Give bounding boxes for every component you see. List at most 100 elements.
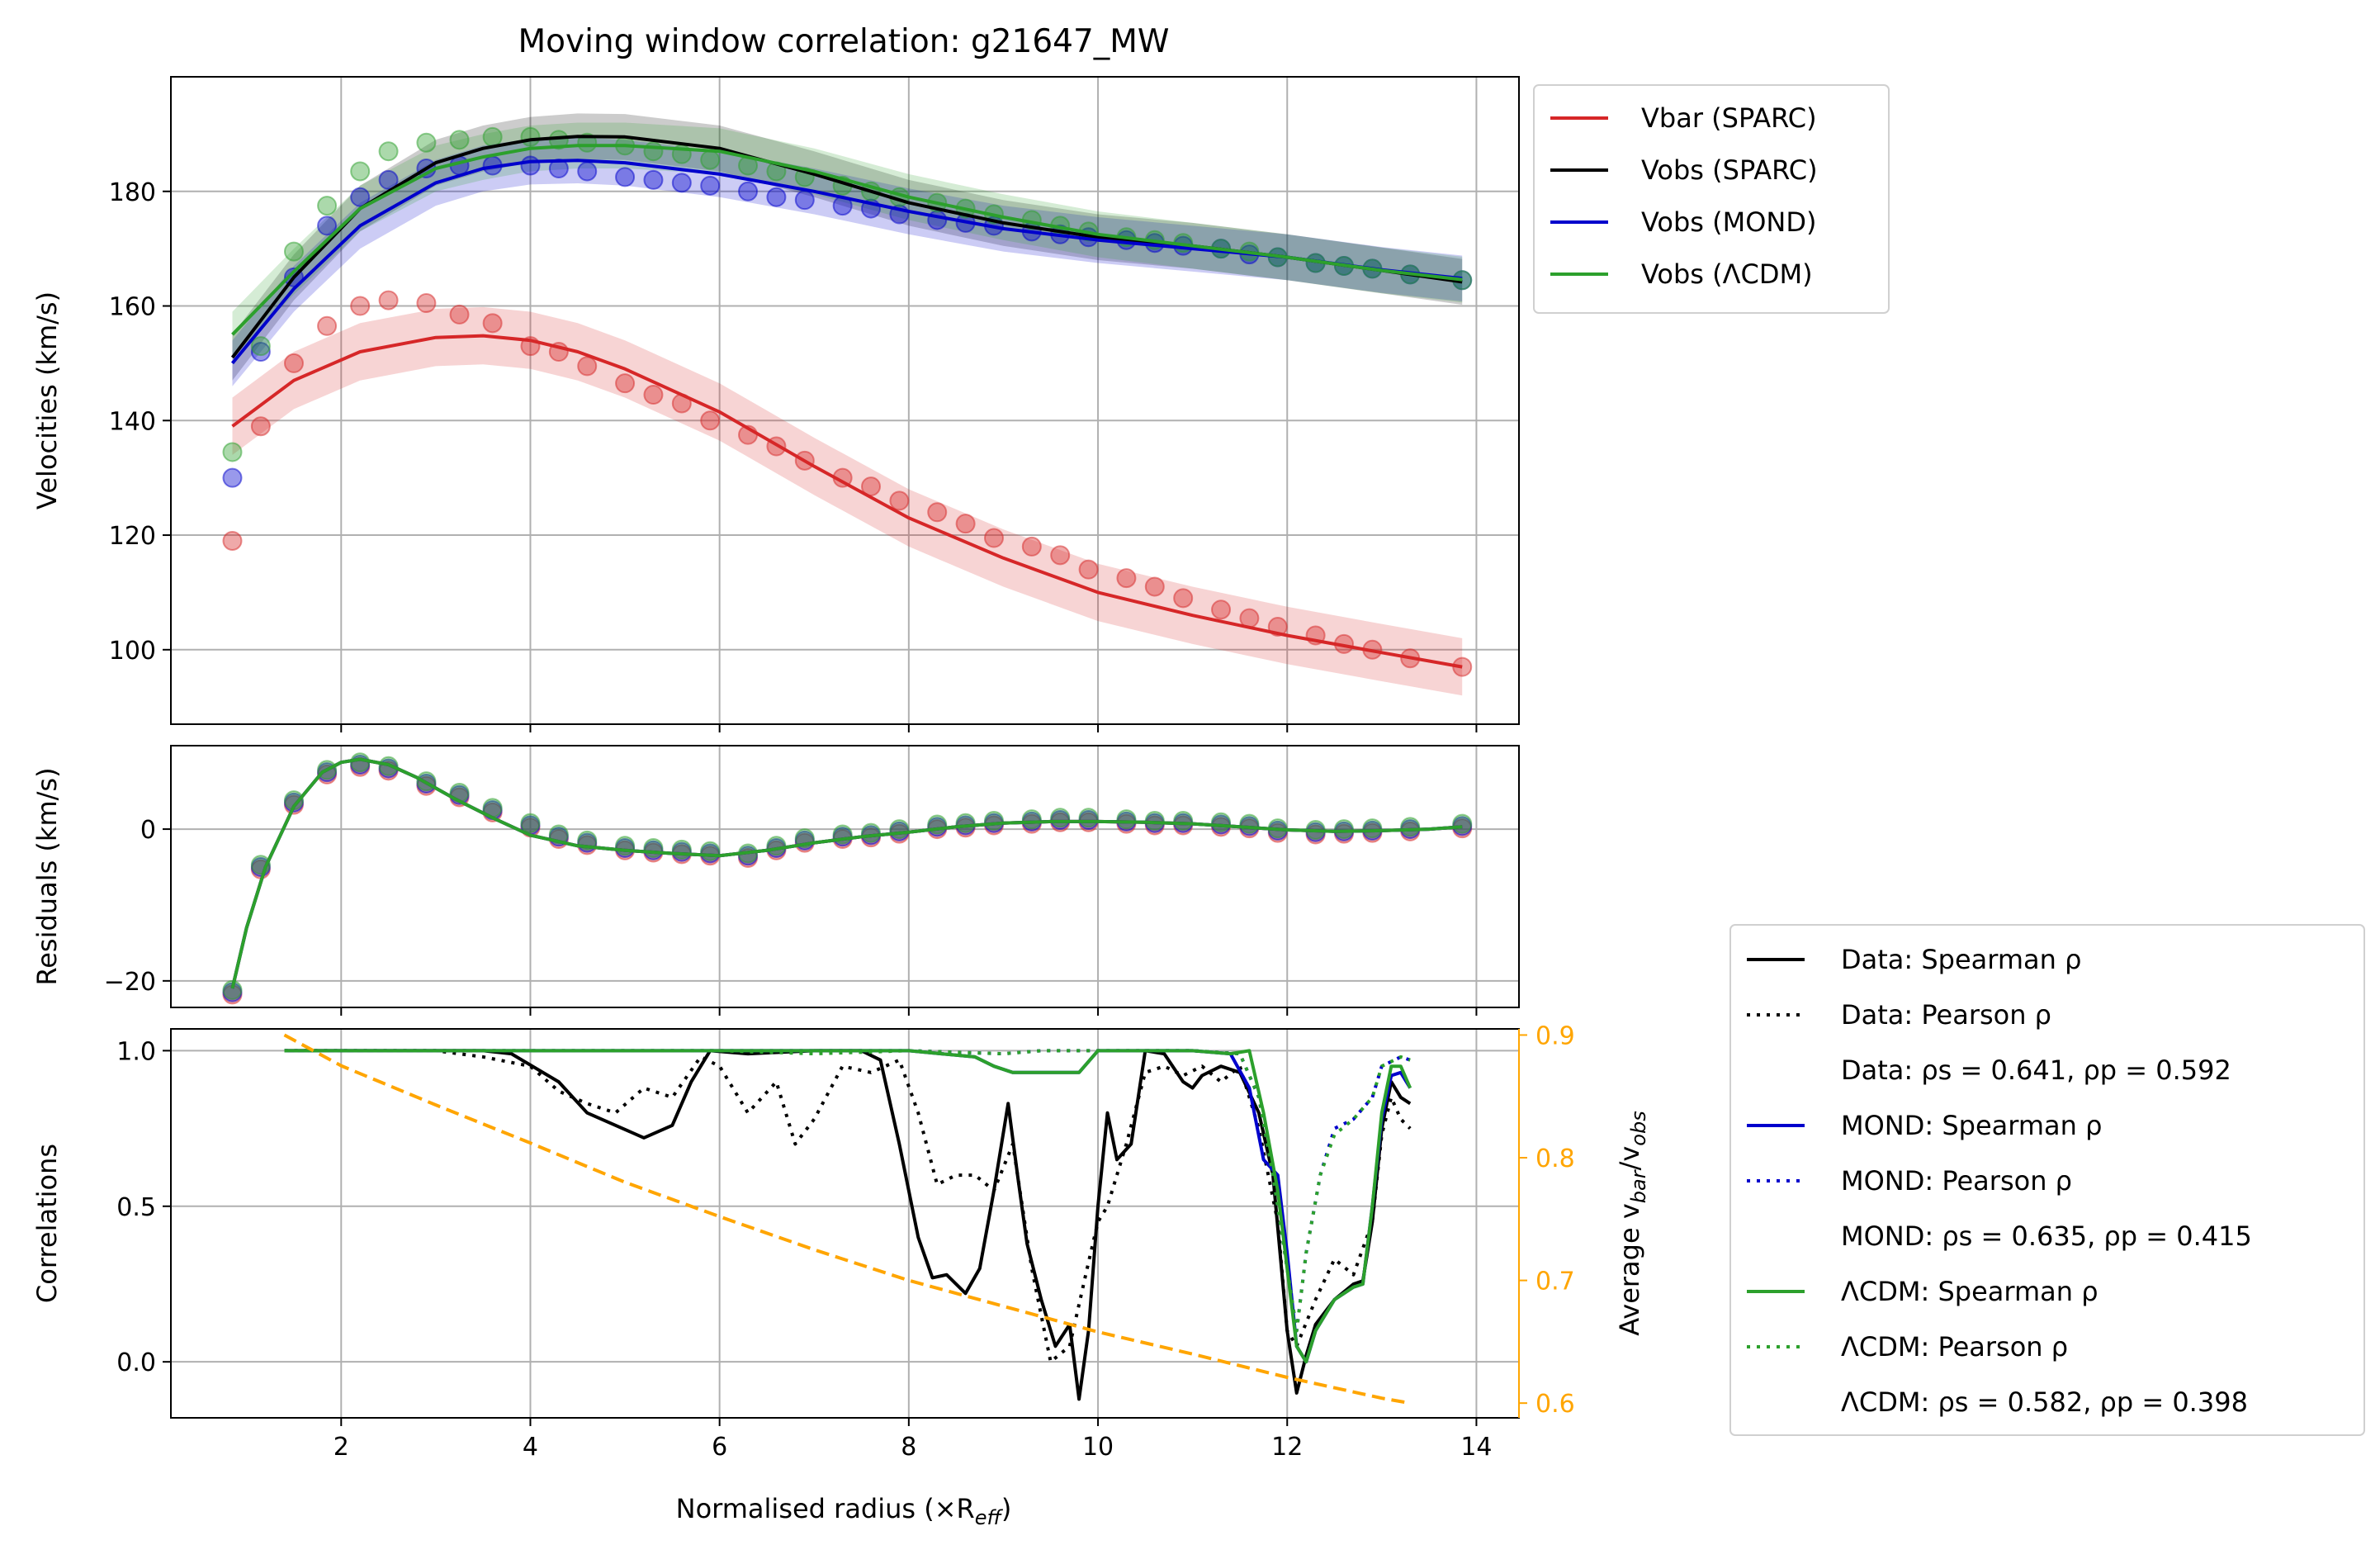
data-point <box>1116 568 1137 589</box>
data-point <box>1021 536 1042 557</box>
data-point <box>577 356 598 377</box>
data-point <box>350 187 371 207</box>
legend-label: MOND: Pearson ρ <box>1841 1165 2072 1197</box>
data-point <box>577 161 598 182</box>
data-point <box>317 196 338 216</box>
legend-frame <box>1533 84 1890 314</box>
axes-frame <box>170 745 1520 1008</box>
legend-bottom: Data: Spearman ρ Data: Pearson ρ Data: ρs … <box>1729 924 2365 1436</box>
data-point <box>700 841 721 861</box>
data-point <box>520 155 541 176</box>
data-point <box>643 169 664 190</box>
data-point <box>222 530 243 551</box>
data-point <box>1333 819 1354 840</box>
x-axis-label: Normalised radius (×Reff) <box>676 1493 1012 1529</box>
data-point <box>861 822 882 843</box>
data-point <box>671 173 692 193</box>
data-point <box>250 342 271 363</box>
data-point <box>416 293 437 314</box>
data-point <box>416 132 437 153</box>
velocity-panel: 100 120 140 160 180 Velocities (km/s) <box>31 76 1520 732</box>
x-tick-label: 2 <box>334 1433 349 1462</box>
right-y-tick-label: 0.6 <box>1535 1390 1575 1419</box>
data-point <box>1144 576 1165 597</box>
data-point <box>738 181 759 201</box>
y-axis-label: Residuals (km/s) <box>31 767 63 985</box>
legend-label: Vobs (SPARC) <box>1641 154 1818 186</box>
data-point <box>222 979 243 1000</box>
data-point <box>449 130 470 150</box>
data-point <box>1050 545 1071 566</box>
x-tick-label: 10 <box>1082 1433 1114 1462</box>
axes-frame <box>170 76 1520 725</box>
data-point <box>520 813 541 833</box>
data-point <box>927 210 948 230</box>
y-axis-label: Velocities (km/s) <box>31 291 63 509</box>
data-point <box>1452 813 1473 834</box>
data-point <box>222 442 243 462</box>
y-tick-label: 0.0 <box>116 1348 156 1377</box>
residual-panel: −20 0 Residuals (km/s) <box>31 745 1520 1016</box>
data-point <box>700 149 721 170</box>
series-line <box>231 334 1463 669</box>
data-point <box>482 313 503 334</box>
uncertainty-band <box>232 137 1463 386</box>
data-point <box>643 141 664 162</box>
data-point <box>1173 810 1194 831</box>
data-point <box>482 126 503 147</box>
legend-frame <box>1729 924 2365 1436</box>
series-line <box>230 757 1463 989</box>
legend-top: Vbar (SPARC) Vobs (SPARC) Vobs (MOND) Vobs … <box>1533 84 1890 314</box>
data-point <box>1400 817 1421 837</box>
data-point <box>889 491 910 511</box>
legend-label: Vbar (SPARC) <box>1641 102 1817 134</box>
legend-label: MOND: Spearman ρ <box>1841 1110 2102 1141</box>
data-point <box>1116 809 1137 830</box>
data-point <box>283 353 304 373</box>
data-point <box>222 467 243 488</box>
data-point <box>983 810 1004 831</box>
x-tick-label: 14 <box>1460 1433 1492 1462</box>
y-tick-label: 120 <box>109 522 156 551</box>
y-axis-label: Correlations <box>31 1144 63 1303</box>
data-point <box>766 187 787 207</box>
y-tick-label: 1.0 <box>116 1037 156 1066</box>
y-tick-label: 100 <box>109 637 156 666</box>
series-line <box>283 1033 1411 1405</box>
data-point <box>794 190 815 211</box>
data-point <box>1173 588 1194 609</box>
data-point <box>250 416 271 437</box>
data-point <box>1078 559 1099 580</box>
data-point <box>889 819 910 840</box>
y-tick-label: 160 <box>109 293 156 322</box>
correlation-panel: 0.0 0.5 1.0 2 4 6 8 10 12 14 Correlations 0.6 0.7 0.8… <box>31 1021 1650 1462</box>
series-line <box>231 144 1463 336</box>
legend-label: ΛCDM: ρs = 0.582, ρp = 0.398 <box>1841 1386 2248 1418</box>
y-tick-label: −20 <box>104 968 156 997</box>
x-tick-label: 8 <box>901 1433 916 1462</box>
data-point <box>1211 600 1232 620</box>
data-point <box>350 161 371 182</box>
data-point <box>1239 813 1260 834</box>
x-axis-label-sub: eff <box>975 1506 1004 1529</box>
chart-title: Moving window correlation: g21647_MW <box>518 23 1170 60</box>
data-point <box>378 141 399 162</box>
legend-label: Vobs (MOND) <box>1641 206 1816 238</box>
data-point <box>671 839 692 860</box>
data-point <box>700 410 721 431</box>
data-point <box>766 836 787 856</box>
data-point <box>317 315 338 336</box>
y-tick-label: 140 <box>109 407 156 436</box>
series-line <box>230 159 1463 365</box>
x-tick-label: 12 <box>1271 1433 1303 1462</box>
data-point <box>378 290 399 310</box>
y-tick-label: 180 <box>109 178 156 207</box>
legend-label: Data: ρs = 0.641, ρp = 0.592 <box>1841 1054 2231 1086</box>
data-point <box>520 126 541 147</box>
y-tick-label: 0.5 <box>116 1193 156 1222</box>
legend-label: ΛCDM: Pearson ρ <box>1841 1331 2068 1363</box>
legend-label: MOND: ρs = 0.635, ρp = 0.415 <box>1841 1220 2252 1252</box>
data-point <box>643 385 664 405</box>
data-point <box>1211 812 1232 832</box>
